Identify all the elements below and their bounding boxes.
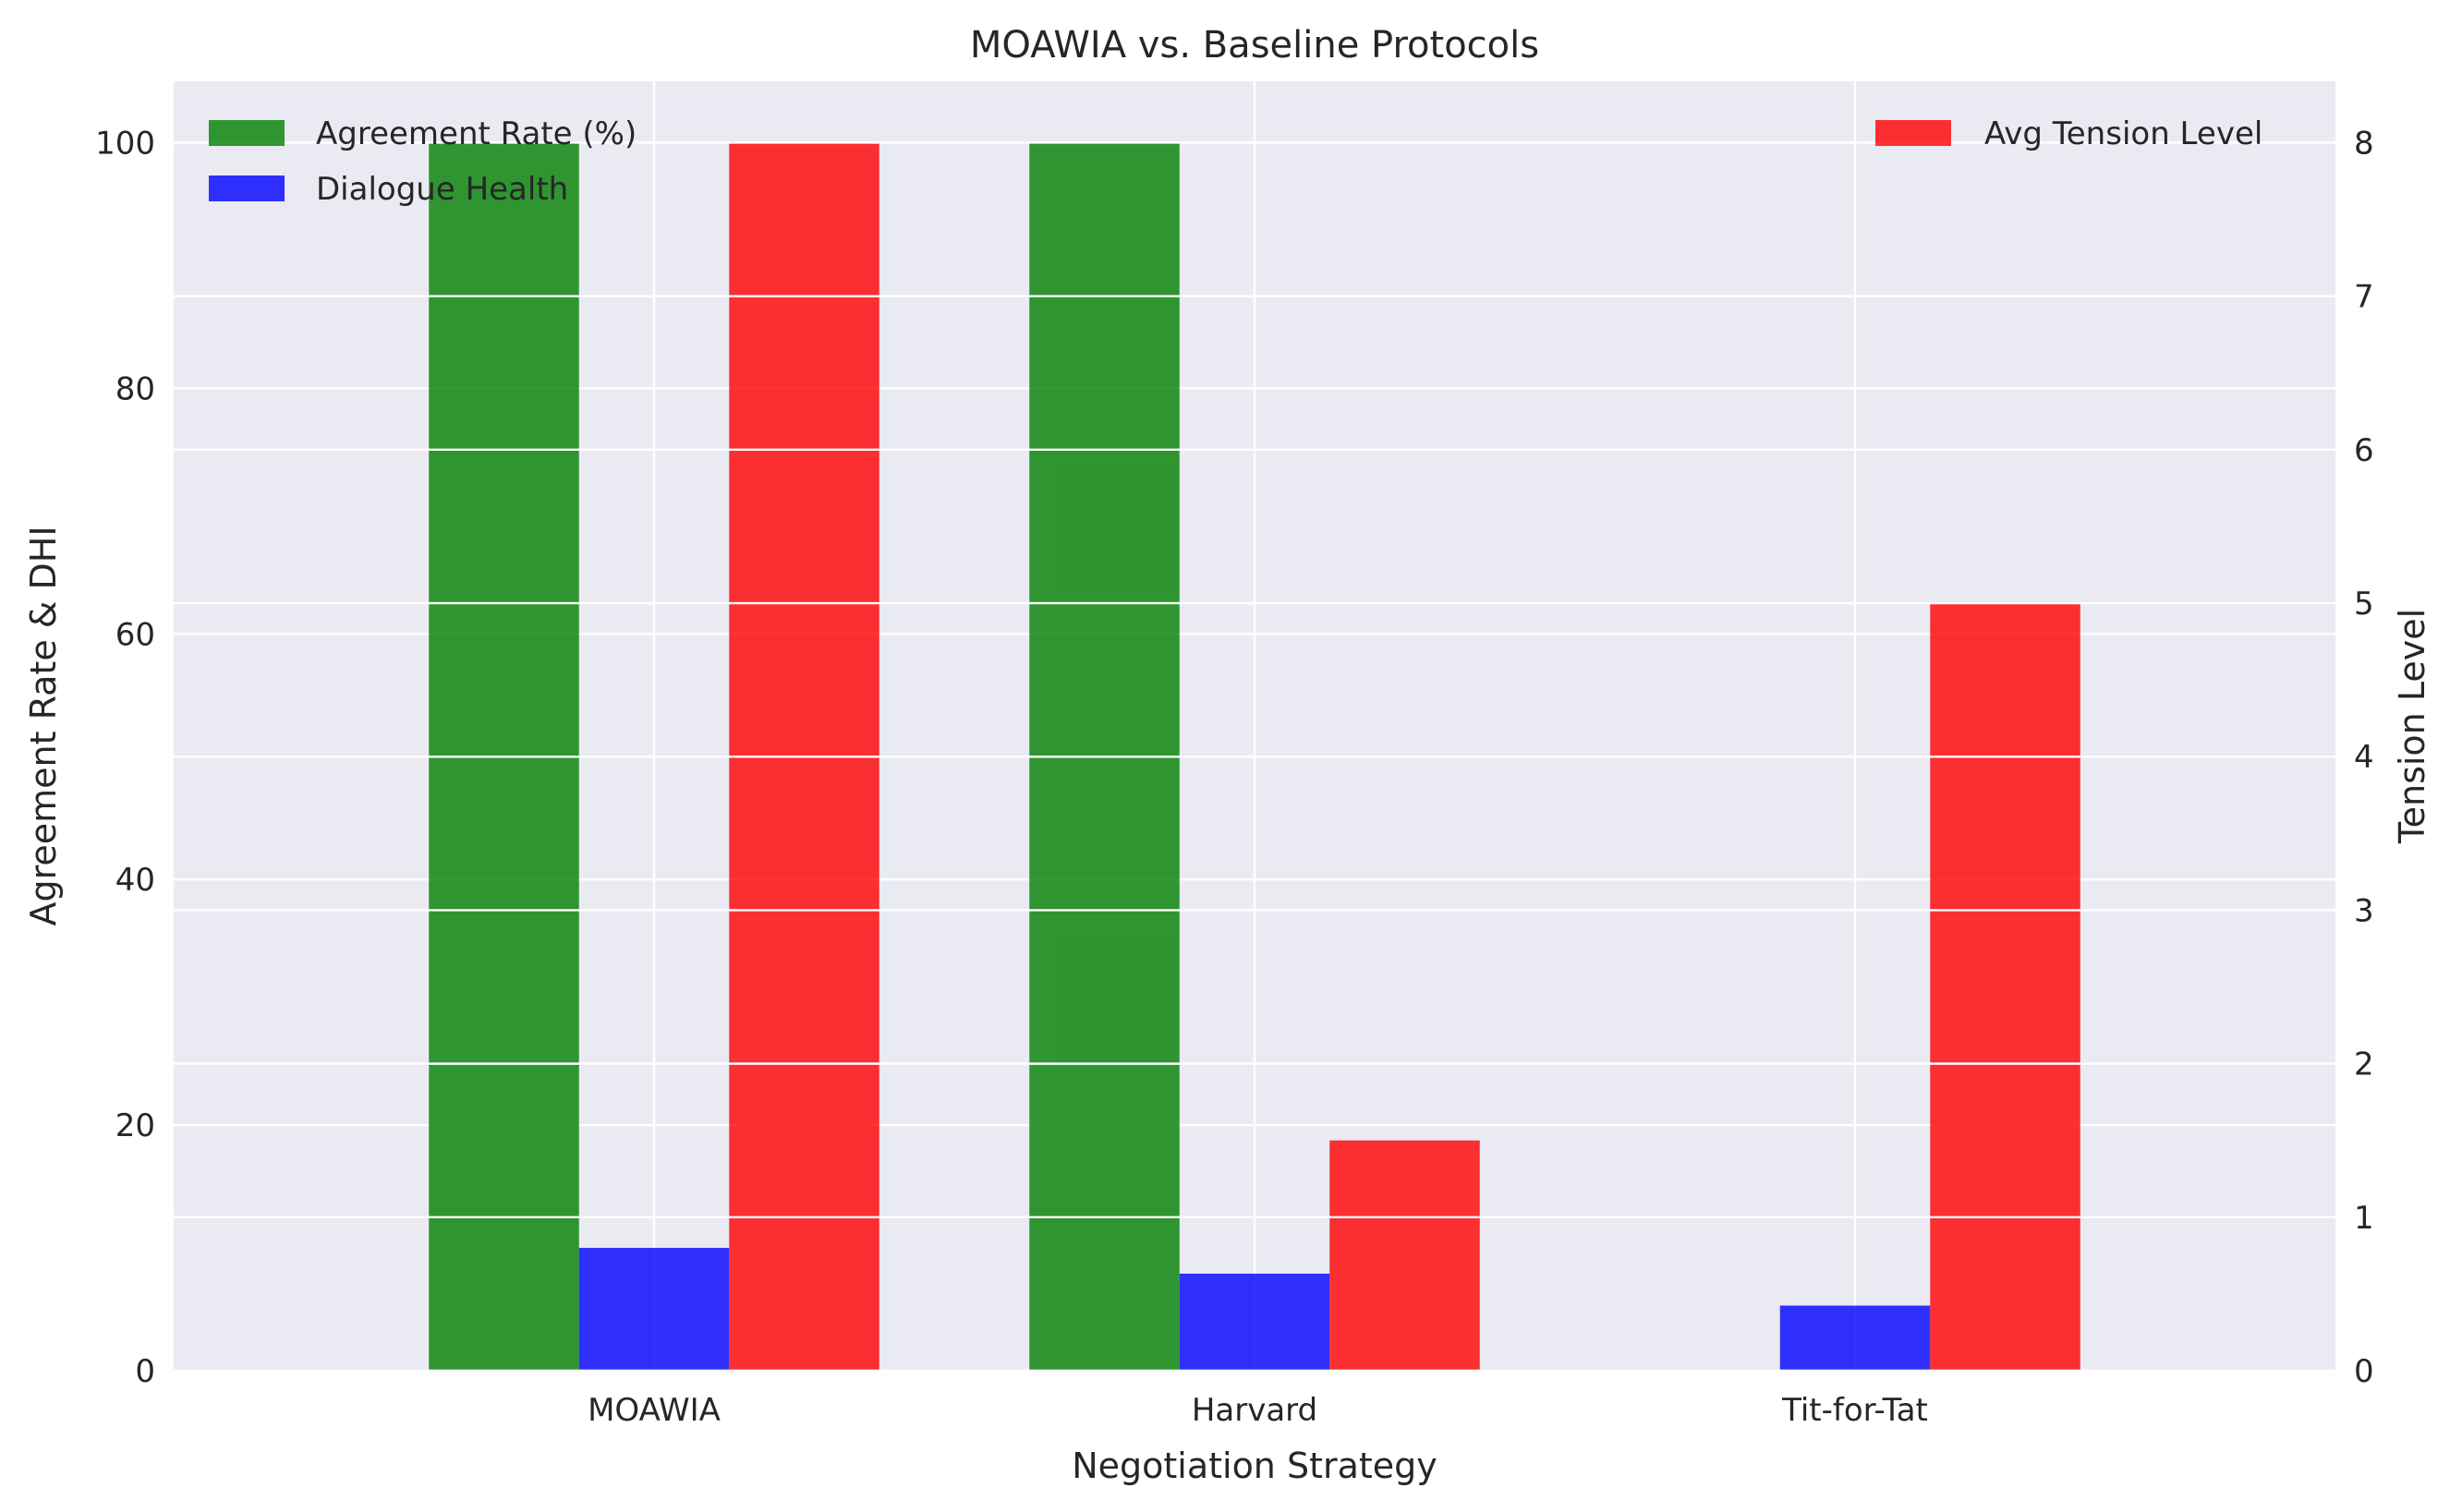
legend-left: Agreement Rate (%) Dialogue Health [209, 115, 637, 208]
bar-dialogue-health-moawia [578, 1248, 730, 1371]
y2-tick-label: 8 [2354, 125, 2374, 162]
legend-label-avg-tension: Avg Tension Level [1984, 115, 2262, 152]
y2-tick-label: 0 [2354, 1353, 2374, 1390]
y2-tick-label: 6 [2354, 432, 2374, 469]
y-tick-label: 80 [115, 370, 155, 407]
legend-swatch-dialogue-health [209, 175, 285, 201]
chart-title: MOAWIA vs. Baseline Protocols [970, 24, 1539, 67]
legend-label-agreement-rate: Agreement Rate (%) [316, 115, 637, 152]
legend-item-dialogue-health: Dialogue Health [209, 171, 568, 208]
bar-dialogue-health-tit-for-tat [1779, 1305, 1931, 1371]
y2-tick-label: 5 [2354, 586, 2374, 623]
x-axis-title: Negotiation Strategy [1072, 1445, 1437, 1486]
bar-avg-tension-level-tit-for-tat [1930, 603, 2080, 1371]
y-tick-label: 40 [115, 862, 155, 899]
y2-tick-label: 4 [2354, 739, 2374, 776]
x-tick-label: Tit-for-Tat [1781, 1392, 1928, 1429]
bars [174, 141, 2335, 1373]
y-tick-label: 0 [135, 1353, 155, 1390]
bar-avg-tension-level-harvard [1329, 1140, 1480, 1371]
x-tick-label: MOAWIA [588, 1392, 721, 1429]
y-tick-label: 20 [115, 1107, 155, 1144]
y2-tick-label: 1 [2354, 1200, 2374, 1237]
legend-right: Avg Tension Level [1875, 115, 2262, 152]
legend-swatch-avg-tension [1875, 120, 1951, 146]
y2-tick-label: 2 [2354, 1046, 2374, 1083]
y2-axis-title: Tension Level [2392, 609, 2432, 844]
tick-labels: 0 20 40 60 80 100 0 1 2 3 4 5 6 7 8 MOAWIA Harvard Tit-fo… [95, 125, 2374, 1429]
legend-item-avg-tension: Avg Tension Level [1875, 115, 2262, 152]
bar-dialogue-health-harvard [1179, 1273, 1330, 1371]
legend-label-dialogue-health: Dialogue Health [316, 171, 568, 208]
x-tick-label: Harvard [1192, 1392, 1317, 1429]
legend-swatch-agreement-rate [209, 120, 285, 146]
y2-tick-label: 7 [2354, 279, 2374, 316]
y2-tick-label: 3 [2354, 892, 2374, 929]
y-tick-label: 100 [95, 125, 155, 162]
y-tick-label: 60 [115, 616, 155, 653]
y-axis-title: Agreement Rate & DHI [23, 526, 64, 925]
legend-item-agreement-rate: Agreement Rate (%) [209, 115, 637, 152]
